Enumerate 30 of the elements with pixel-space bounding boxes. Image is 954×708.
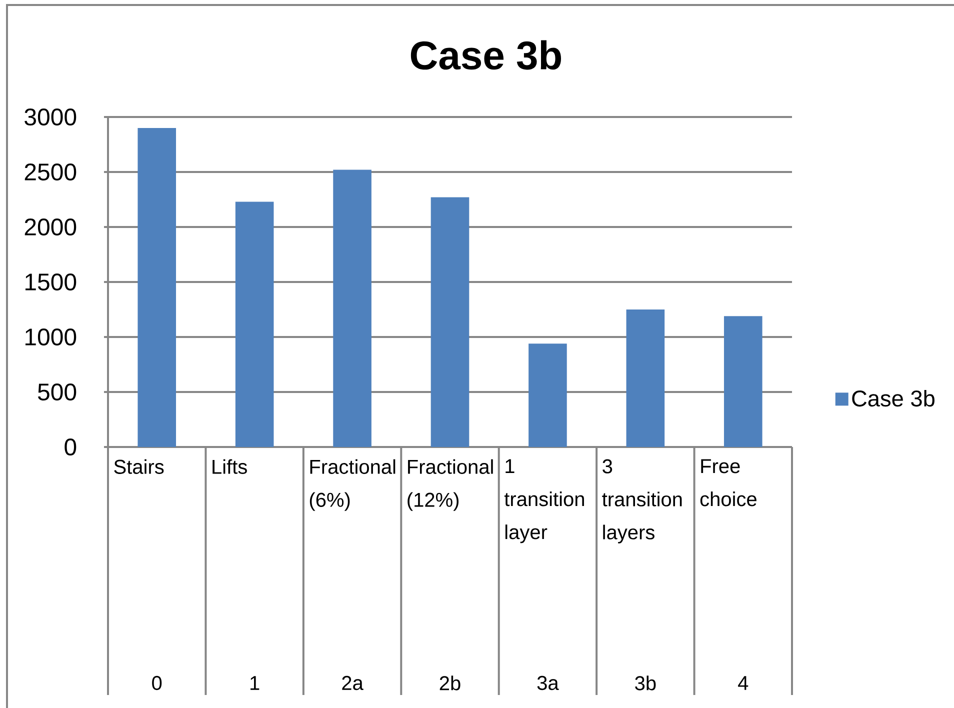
y-tick-label: 2500 <box>24 163 76 180</box>
y-tick-label: 0 <box>64 438 76 456</box>
y-tick-label: 1000 <box>25 328 76 346</box>
x-tick-label: 3 transition layers <box>602 459 682 544</box>
bar <box>626 310 665 448</box>
x-tick-label: Stairs <box>114 459 164 474</box>
text: 3b <box>635 676 656 690</box>
text: 3a <box>537 676 559 690</box>
x-tick-label: Lifts <box>212 459 247 474</box>
y-tick-label: 3000 <box>24 108 76 126</box>
bar <box>528 344 567 448</box>
y-tick-label: 2000 <box>24 218 76 236</box>
text: 4 <box>738 676 748 690</box>
bar <box>724 316 762 448</box>
bar <box>333 170 372 448</box>
text: 0 <box>152 676 162 690</box>
x-tick-label: Free choice <box>700 459 756 506</box>
legend-label: Case 3b <box>852 390 934 407</box>
text: 1 <box>250 676 260 690</box>
x-tick-label: Fractional (6%) <box>310 459 396 511</box>
x-tick-label: Fractional (12%) <box>408 459 493 511</box>
bar <box>430 197 470 448</box>
y-tick-label: 1500 <box>25 273 76 290</box>
bar <box>235 202 274 448</box>
bar <box>138 128 176 448</box>
text: 2b <box>440 676 460 690</box>
x-tick-label: 1 transition layer <box>504 459 584 544</box>
text: 2a <box>342 676 364 690</box>
y-tick-label: 500 <box>38 383 76 400</box>
chart-title: Case 3b <box>410 40 562 70</box>
